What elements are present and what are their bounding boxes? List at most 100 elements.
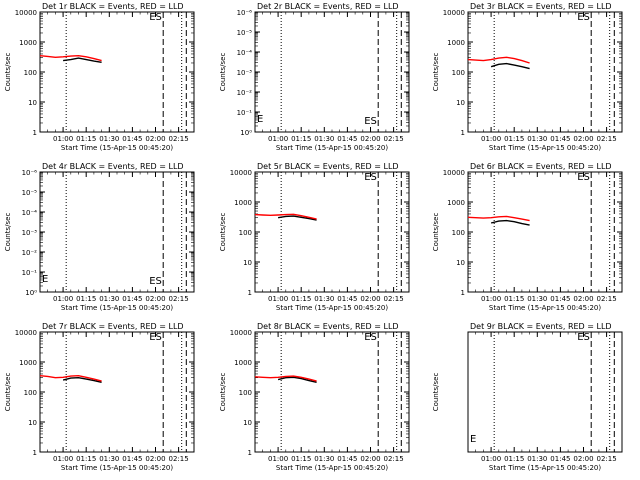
- y-tick-label: 10⁻⁵: [237, 29, 253, 37]
- y-tick-label: 1000: [447, 199, 465, 207]
- x-tick-label: 02:15: [384, 135, 404, 143]
- panel-det-8: Det 8r BLACK = Events, RED = LLD 1 10 100 10…: [219, 322, 410, 472]
- y-tick-label: 1: [33, 449, 37, 457]
- plot-frame: [467, 11, 623, 133]
- x-tick-label: 01:45: [122, 295, 142, 303]
- y-tick-label: 1000: [447, 39, 465, 47]
- y-tick-label: 1: [461, 129, 465, 137]
- marker-label: ES: [149, 332, 162, 343]
- x-tick-label: 01:15: [76, 135, 96, 143]
- x-tick-label: 01:00: [268, 295, 288, 303]
- x-tick-label: 02:00: [145, 295, 165, 303]
- y-tick-label: 10: [28, 419, 37, 427]
- x-tick-label: 02:00: [360, 455, 380, 463]
- plot-frame: [254, 331, 410, 453]
- y-axis-label: Counts/sec: [219, 373, 227, 412]
- panel-title: Det 8r BLACK = Events, RED = LLD: [257, 322, 399, 331]
- panel-title: Det 4r BLACK = Events, RED = LLD: [42, 162, 184, 171]
- y-tick-label: 100: [452, 229, 465, 237]
- lld-series-line: [254, 213, 317, 220]
- lld-series-line: [467, 215, 530, 222]
- y-tick-label: 10⁻⁴: [22, 209, 38, 217]
- plot-frame: [39, 11, 195, 133]
- y-tick-label: 1: [33, 129, 37, 137]
- x-tick-label: 01:30: [314, 135, 334, 143]
- marker-label: ES: [149, 276, 162, 287]
- marker-label: ES: [149, 12, 162, 23]
- marker-label: ES: [364, 332, 377, 343]
- x-tick-label: 01:45: [550, 455, 570, 463]
- panel-det-7: Det 7r BLACK = Events, RED = LLD 1 10 100 10…: [4, 322, 195, 472]
- marker-label: E: [470, 434, 476, 445]
- lld-series-line: [39, 54, 102, 62]
- y-tick-label: 100: [24, 389, 37, 397]
- x-tick-label: 01:45: [122, 135, 142, 143]
- x-axis-label: Start Time (15-Apr-15 00:45:20): [276, 464, 388, 472]
- panel-title: Det 7r BLACK = Events, RED = LLD: [42, 322, 184, 331]
- panel-title: Det 1r BLACK = Events, RED = LLD: [42, 2, 184, 11]
- events-series-line: [63, 57, 102, 63]
- lld-series-line: [467, 56, 530, 64]
- y-tick-label: 100: [239, 389, 252, 397]
- x-tick-label: 01:15: [504, 455, 524, 463]
- events-series-line: [490, 62, 530, 70]
- x-axis-label: Start Time (15-Apr-15 00:45:20): [489, 304, 601, 312]
- y-axis-label: Counts/sec: [4, 213, 12, 252]
- x-tick-label: 01:45: [550, 295, 570, 303]
- y-tick-label: 10⁰: [240, 129, 252, 137]
- marker-label: ES: [577, 332, 590, 343]
- y-tick-label: 10: [28, 99, 37, 107]
- y-tick-label: 100: [239, 229, 252, 237]
- y-tick-label: 10000: [230, 329, 252, 337]
- y-tick-label: 10000: [230, 169, 252, 177]
- plot-frame: [467, 331, 623, 453]
- y-tick-label: 1000: [19, 39, 37, 47]
- y-tick-label: 10⁻⁵: [22, 189, 38, 197]
- x-tick-label: 01:30: [527, 295, 547, 303]
- x-axis-label: Start Time (15-Apr-15 00:45:20): [276, 304, 388, 312]
- x-tick-label: 01:45: [337, 455, 357, 463]
- y-tick-label: 10⁻²: [22, 249, 38, 257]
- marker-label: ES: [577, 12, 590, 23]
- panel-title: Det 3r BLACK = Events, RED = LLD: [470, 2, 612, 11]
- x-tick-label: 02:15: [597, 135, 617, 143]
- y-axis-label: Counts/sec: [219, 53, 227, 92]
- marker-label: ES: [364, 172, 377, 183]
- x-tick-label: 01:00: [481, 135, 501, 143]
- y-axis-label: Counts/sec: [432, 373, 440, 412]
- x-tick-label: 01:00: [53, 135, 73, 143]
- x-tick-label: 01:00: [481, 455, 501, 463]
- x-tick-label: 01:00: [268, 455, 288, 463]
- x-tick-label: 01:00: [268, 135, 288, 143]
- marker-label: E: [257, 114, 263, 125]
- y-tick-label: 10⁻³: [22, 229, 38, 237]
- x-tick-label: 01:15: [76, 295, 96, 303]
- x-tick-label: 01:00: [53, 295, 73, 303]
- x-tick-label: 02:15: [169, 295, 189, 303]
- panel-det-5: Det 5r BLACK = Events, RED = LLD 1 10 100 10…: [219, 162, 410, 312]
- events-series-line: [490, 219, 530, 226]
- x-tick-label: 01:15: [291, 455, 311, 463]
- y-tick-label: 10⁰: [25, 289, 37, 297]
- x-tick-label: 02:00: [145, 135, 165, 143]
- x-tick-label: 01:15: [291, 135, 311, 143]
- x-tick-label: 01:00: [53, 455, 73, 463]
- lld-series-line: [254, 375, 317, 382]
- panel-det-4: Det 4r BLACK = Events, RED = LLD 10⁰ 10⁻¹ 1…: [4, 162, 195, 312]
- y-tick-label: 10000: [443, 169, 465, 177]
- y-tick-label: 1000: [234, 199, 252, 207]
- y-tick-label: 10: [243, 419, 252, 427]
- plot-frame: [39, 171, 195, 293]
- plot-frame: [254, 11, 410, 133]
- x-tick-label: 01:15: [291, 295, 311, 303]
- x-tick-label: 02:00: [145, 455, 165, 463]
- y-axis-label: Counts/sec: [219, 213, 227, 252]
- y-tick-label: 10: [243, 259, 252, 267]
- y-tick-label: 10000: [15, 9, 37, 17]
- x-tick-label: 01:45: [550, 135, 570, 143]
- lld-series-line: [39, 374, 102, 382]
- x-tick-label: 01:00: [481, 295, 501, 303]
- x-tick-label: 02:15: [169, 455, 189, 463]
- y-axis-label: Counts/sec: [4, 53, 12, 92]
